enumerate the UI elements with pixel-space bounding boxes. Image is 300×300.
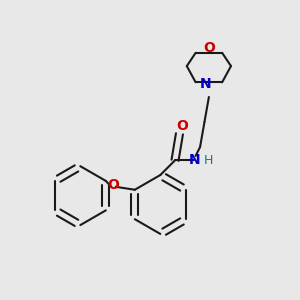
- Text: N: N: [188, 153, 200, 167]
- Text: O: O: [176, 119, 188, 134]
- Text: H: H: [204, 154, 214, 167]
- Text: N: N: [200, 77, 212, 91]
- Text: O: O: [203, 40, 215, 55]
- Text: O: O: [107, 178, 119, 192]
